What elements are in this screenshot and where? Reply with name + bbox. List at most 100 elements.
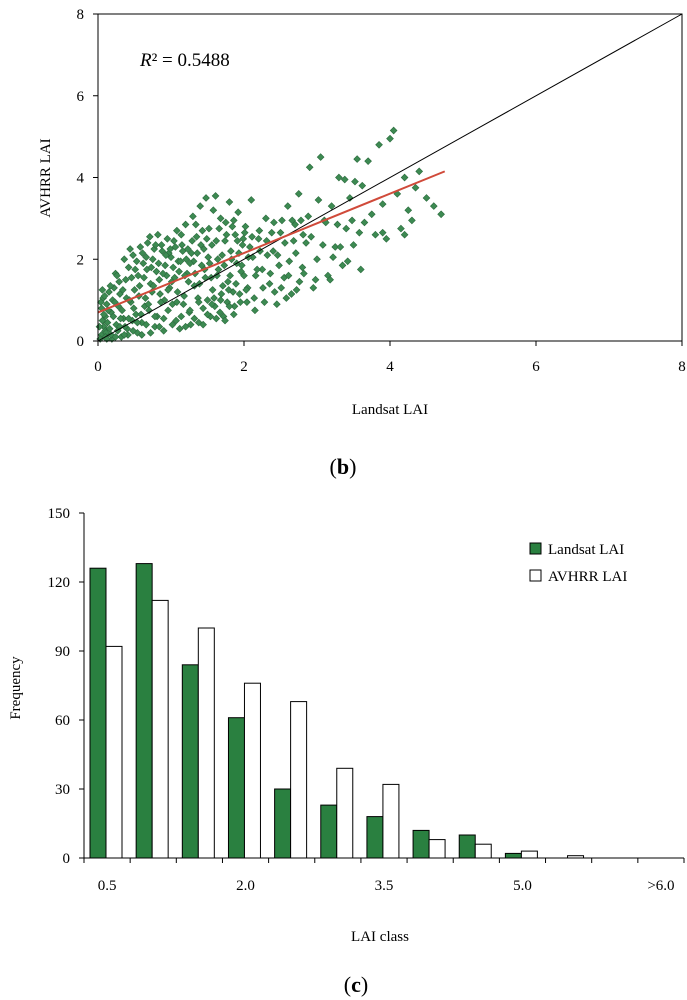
scatter-point	[173, 288, 182, 296]
histogram-y-tick-label: 60	[55, 713, 70, 729]
scatter-point	[176, 257, 185, 266]
scatter-point	[250, 294, 259, 302]
scatter-point	[227, 247, 235, 255]
scatter-point	[115, 277, 123, 286]
scatter-point	[422, 194, 431, 202]
histogram-y-tick-label: 120	[48, 575, 71, 591]
scatter-point	[298, 263, 307, 272]
scatter-point	[273, 300, 281, 309]
scatter-point	[371, 230, 380, 239]
histogram-x-tick-label: 0.5	[98, 878, 117, 894]
scatter-point	[164, 306, 172, 315]
scatter-point	[102, 300, 111, 309]
scatter-point	[270, 288, 279, 296]
scatter-point	[196, 202, 205, 210]
scatter-point	[216, 296, 225, 304]
scatter-point	[158, 247, 167, 255]
scatter-point	[285, 257, 294, 266]
scatter-point	[98, 286, 107, 294]
scatter-point	[198, 226, 207, 235]
scatter-point	[375, 140, 383, 149]
scatter-point	[136, 243, 145, 251]
scatter-point	[214, 265, 223, 274]
scatter-point	[151, 241, 160, 249]
bar-landsat	[181, 664, 199, 859]
scatter-x-tick-label: 2	[240, 359, 248, 375]
scatter-point	[270, 218, 278, 227]
bar-avhrr	[290, 701, 308, 859]
scatter-point	[180, 292, 188, 300]
histogram-bars	[89, 563, 585, 859]
bar-landsat	[458, 834, 476, 859]
scatter-x-tick-label: 4	[386, 359, 394, 375]
scatter-point	[202, 234, 211, 243]
scatter-point	[175, 324, 184, 333]
scatter-point	[132, 257, 141, 266]
scatter-point	[189, 212, 197, 221]
bar-avhrr	[243, 682, 261, 859]
scatter-point	[327, 202, 336, 210]
histogram-y-tick-label: 0	[63, 851, 71, 867]
scatter-point	[397, 224, 405, 233]
scatter-point	[212, 314, 221, 323]
scatter-point	[319, 241, 327, 249]
scatter-point	[208, 241, 216, 249]
scatter-point	[349, 241, 358, 249]
legend-label-landsat: Landsat LAI	[548, 542, 624, 558]
scatter-point	[144, 300, 153, 309]
scatter-point	[316, 153, 325, 161]
scatter-point	[183, 245, 192, 253]
scatter-point	[151, 312, 159, 321]
scatter-point	[118, 286, 127, 294]
scatter-point	[216, 214, 225, 223]
scatter-point	[360, 218, 369, 227]
scatter-point	[292, 286, 301, 294]
scatter-x-tick-label: 8	[678, 359, 686, 375]
scatter-x-tick-label: 6	[532, 359, 540, 375]
scatter-axis-ticks: 0 2 4 6 8 0 2 4 6 8	[77, 7, 686, 375]
scatter-point	[139, 259, 148, 268]
scatter-point	[105, 288, 113, 296]
scatter-point	[295, 277, 304, 286]
scatter-point	[208, 300, 216, 309]
scatter-point	[343, 257, 352, 266]
scatter-point	[243, 298, 251, 306]
scatter-point	[230, 302, 239, 311]
scatter-point	[202, 194, 210, 202]
scatter-point	[224, 286, 233, 294]
scatter-point	[237, 267, 245, 276]
scatter-point	[382, 234, 391, 243]
scatter-point	[208, 286, 217, 294]
bar-landsat	[504, 852, 522, 859]
scatter-point	[356, 265, 365, 274]
scatter-point	[171, 243, 180, 251]
scatter-point	[389, 126, 398, 135]
scatter-point	[225, 302, 234, 311]
one-to-one-line	[97, 13, 683, 342]
scatter-point	[194, 298, 203, 306]
scatter-point	[288, 216, 297, 225]
scatter-point	[305, 163, 314, 172]
scatter-point	[236, 298, 245, 306]
panel-label-b-letter: b	[337, 454, 349, 479]
scatter-point	[187, 249, 196, 257]
bar-landsat	[320, 804, 338, 859]
histogram-y-tick-label: 30	[55, 782, 70, 798]
scatter-point	[265, 279, 274, 288]
scatter-point	[137, 331, 146, 339]
scatter-point	[118, 306, 126, 315]
scatter-point	[154, 259, 163, 268]
histogram-x-tick-label: 3.5	[375, 878, 394, 894]
scatter-point	[216, 308, 224, 317]
scatter-point	[169, 263, 178, 272]
scatter-point	[212, 237, 221, 245]
scatter-point	[156, 290, 164, 298]
histogram-x-axis-title: LAI class	[351, 929, 409, 945]
scatter-point	[177, 230, 186, 239]
scatter-point	[113, 271, 121, 280]
scatter-point	[186, 259, 194, 268]
scatter-point	[138, 249, 147, 257]
scatter-point	[351, 177, 359, 186]
scatter-point	[353, 155, 361, 163]
scatter-point	[340, 175, 349, 184]
